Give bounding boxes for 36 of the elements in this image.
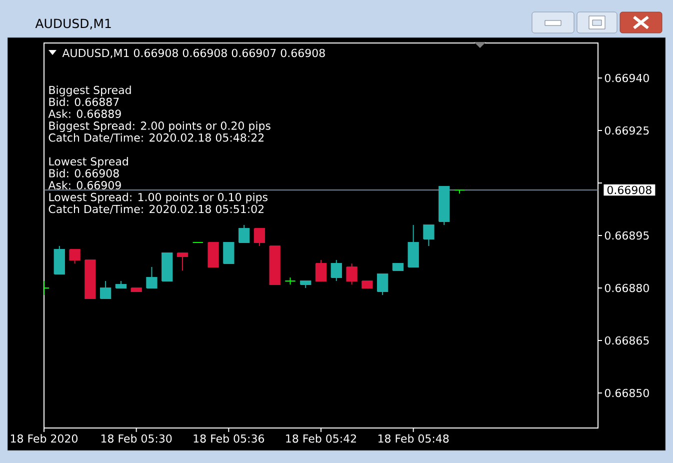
candlestick [330, 259, 342, 282]
candlestick [346, 262, 358, 285]
candlestick [423, 224, 434, 246]
x-tick-label: 18 Feb 2020 [10, 434, 78, 443]
x-tick-label: 18 Feb 05:42 [286, 434, 356, 443]
candlestick [254, 228, 266, 246]
candlestick [69, 248, 80, 264]
chart-title: AUDUSD,M1 [35, 18, 111, 30]
annotation: Biggest Spread: 2.00 points or 0.20 pips [49, 121, 270, 132]
candlestick [223, 242, 234, 264]
candlestick [146, 266, 158, 288]
y-tick-label: 0.66850 [604, 388, 649, 398]
candlestick [376, 273, 388, 296]
annotation: Biggest Spread [49, 86, 131, 96]
x-tick-label: 18 Feb 05:48 [378, 434, 449, 443]
annotation: Catch Date/Time: 2020.02.18 05:48:22 [48, 133, 264, 143]
ref-line-label: 0.66908 [607, 186, 652, 194]
candlestick [100, 280, 112, 299]
annotation: Bid: 0.66887 [49, 98, 119, 106]
annotation: Catch Date/Time: 2020.02.18 05:51:02 [48, 204, 264, 214]
candlestick [176, 252, 188, 271]
y-tick-label: 0.66895 [604, 231, 649, 240]
y-tick-label: 0.66865 [604, 336, 649, 345]
y-tick-label: 0.66940 [604, 74, 649, 82]
candlestick [238, 224, 250, 243]
candlestick [315, 259, 327, 282]
annotation: Bid: 0.66908 [49, 168, 119, 178]
annotation: Ask: 0.66909 [48, 180, 121, 190]
annotation: Ask: 0.66889 [48, 109, 121, 118]
y-tick-label: 0.66925 [604, 126, 649, 135]
x-tick-label: 18 Feb 05:36 [194, 434, 264, 443]
annotation: Lowest Spread [49, 157, 128, 168]
chart-subtitle: AUDUSD,M1 0.66908 0.66908 0.66907 0.66908 [62, 48, 325, 58]
y-tick-label: 0.66880 [604, 284, 649, 292]
x-tick-label: 18 Feb 05:30 [101, 434, 172, 443]
annotation: Lowest Spread: 1.00 points or 0.10 pips [49, 192, 268, 204]
